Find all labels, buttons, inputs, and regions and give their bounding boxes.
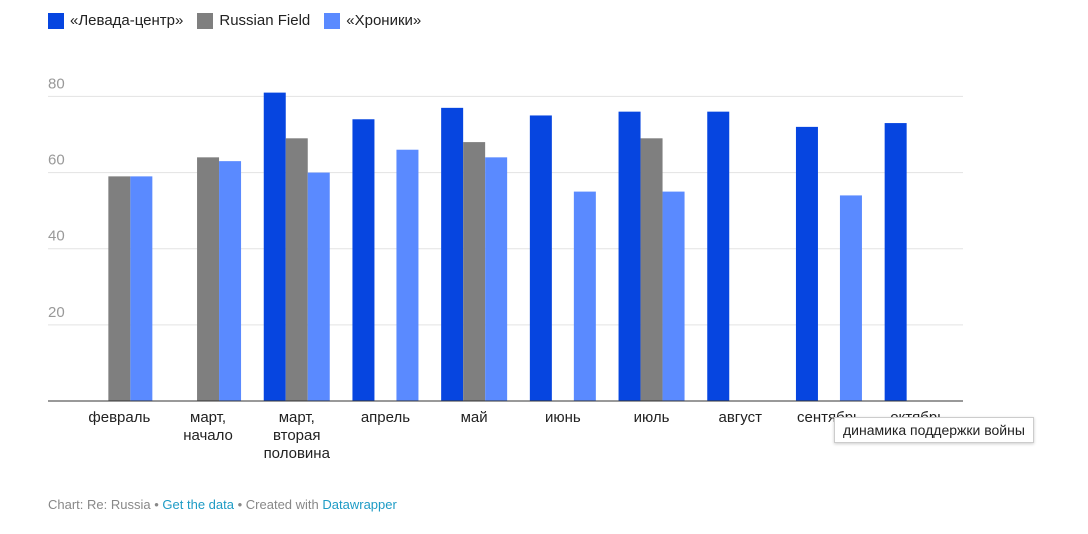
bar xyxy=(795,126,818,401)
bar xyxy=(485,157,508,401)
bar xyxy=(640,138,663,401)
legend-label: «Левада-центр» xyxy=(70,12,184,29)
bar xyxy=(707,111,730,401)
y-tick-label: 40 xyxy=(48,228,65,245)
legend-swatch xyxy=(48,12,64,29)
legend-swatch xyxy=(197,12,214,29)
bar xyxy=(307,172,330,401)
bar xyxy=(529,115,552,402)
x-tick-label: июль xyxy=(633,409,670,426)
bar xyxy=(573,191,596,401)
tooltip: динамика поддержки войны xyxy=(834,417,1034,443)
y-tick-label: 60 xyxy=(48,152,65,169)
legend: «Левада-центр» Russian Field «Хроники» xyxy=(48,12,421,29)
get-data-link[interactable]: Get the data xyxy=(162,497,234,512)
x-tick-label: август xyxy=(718,409,762,426)
separator: • xyxy=(154,497,159,512)
x-tick-label: февраль xyxy=(88,409,151,426)
chart: 20 40 60 80 xyxy=(48,75,963,402)
x-tick-label: июнь xyxy=(544,409,581,426)
bar xyxy=(441,107,464,401)
legend-swatch xyxy=(324,12,341,29)
legend-item: «Хроники» xyxy=(324,12,421,29)
bar xyxy=(108,176,131,401)
bar xyxy=(130,176,153,401)
y-tick-label: 20 xyxy=(48,304,65,321)
legend-label: «Хроники» xyxy=(346,12,422,29)
tool-link[interactable]: Datawrapper xyxy=(322,497,397,512)
bar xyxy=(263,92,286,402)
bar xyxy=(463,142,486,401)
bar xyxy=(884,123,907,401)
bar xyxy=(197,157,220,401)
legend-item: Russian Field xyxy=(197,12,310,29)
legend-item: «Левада-центр» xyxy=(48,12,183,29)
x-tick-label: апрель xyxy=(360,409,411,426)
bar xyxy=(662,191,685,401)
created-with: Created with xyxy=(245,497,319,512)
bar xyxy=(352,119,375,401)
legend-label: Russian Field xyxy=(219,12,311,29)
x-tick-label: май xyxy=(460,409,488,426)
bar xyxy=(618,111,641,401)
bar xyxy=(219,161,242,401)
bar xyxy=(839,195,862,401)
bar xyxy=(396,149,419,401)
x-tick-label: март, начало xyxy=(183,409,233,444)
bar xyxy=(285,138,308,401)
y-tick-label: 80 xyxy=(48,75,65,92)
separator: • xyxy=(237,497,243,512)
x-tick-label: март, вторая половина xyxy=(263,409,330,462)
footer: Chart: Re: Russia • Get the data • Creat… xyxy=(48,497,397,512)
source: Chart: Re: Russia xyxy=(48,497,151,512)
